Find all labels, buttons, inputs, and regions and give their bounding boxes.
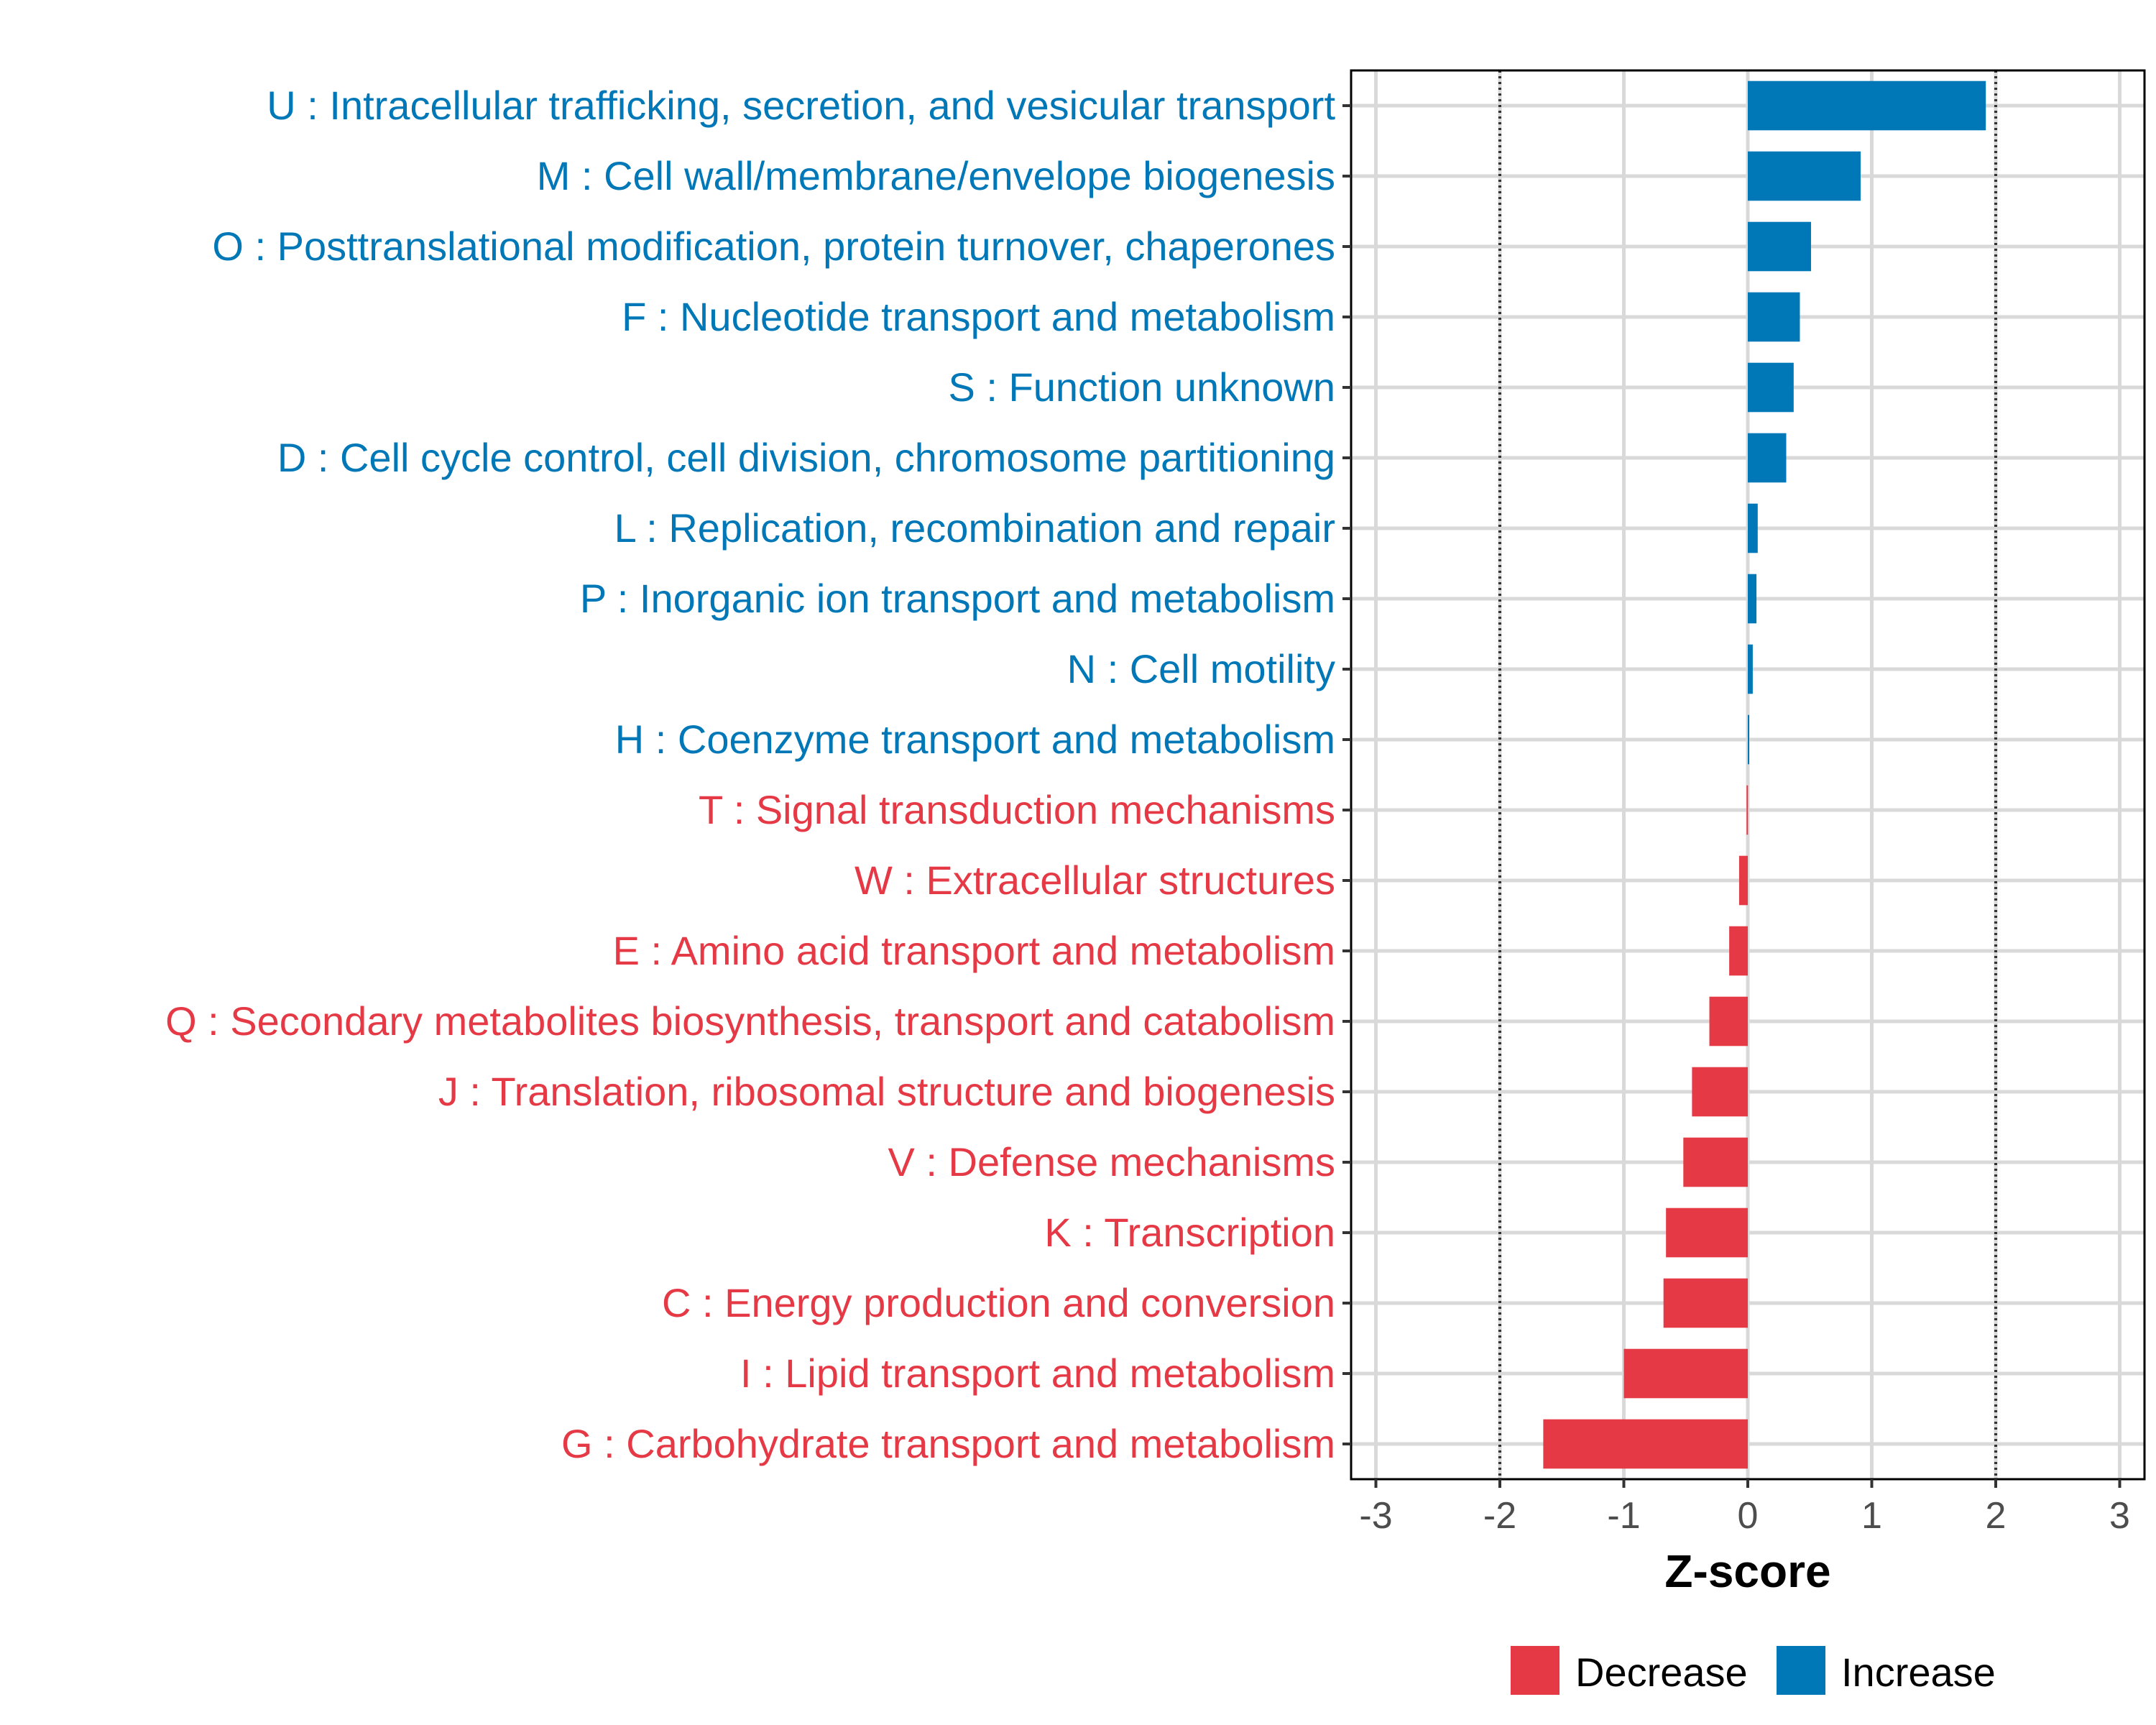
legend-swatch-decrease [1511, 1646, 1560, 1695]
y-tick-label: Q : Secondary metabolites biosynthesis, … [165, 998, 1335, 1044]
bar [1543, 1419, 1748, 1469]
bar [1746, 785, 1749, 835]
bar [1666, 1208, 1748, 1258]
y-tick-label: U : Intracellular trafficking, secretion… [267, 83, 1335, 128]
x-tick-label: 1 [1861, 1495, 1882, 1537]
bar [1683, 1137, 1748, 1187]
y-tick-label: J : Translation, ribosomal structure and… [438, 1069, 1335, 1114]
y-tick-label: I : Lipid transport and metabolism [740, 1351, 1335, 1396]
bars [1543, 80, 1986, 1469]
y-tick-label: M : Cell wall/membrane/envelope biogenes… [537, 153, 1335, 198]
bar [1748, 644, 1753, 694]
y-tick-label: V : Defense mechanisms [888, 1139, 1335, 1184]
bar [1623, 1348, 1748, 1399]
bar [1748, 574, 1757, 624]
x-tick-label: 3 [2109, 1495, 2130, 1537]
gridlines [1351, 70, 2145, 1479]
legend: Decrease Increase [1511, 1646, 1996, 1695]
y-tick-label: K : Transcription [1044, 1210, 1335, 1255]
y-tick-label: H : Coenzyme transport and metabolism [615, 717, 1335, 762]
y-tick-label: G : Carbohydrate transport and metabolis… [561, 1421, 1335, 1466]
bar [1663, 1278, 1748, 1328]
bar [1709, 996, 1748, 1046]
x-tick-label: -3 [1359, 1495, 1392, 1537]
bar [1748, 433, 1787, 483]
bar [1692, 1067, 1748, 1117]
legend-label-increase: Increase [1841, 1650, 1996, 1695]
y-tick-label: N : Cell motility [1067, 646, 1335, 691]
x-tick-label: 0 [1738, 1495, 1759, 1537]
y-tick-label: F : Nucleotide transport and metabolism [622, 294, 1335, 339]
y-tick-label: S : Function unknown [948, 364, 1335, 410]
bar [1748, 714, 1749, 765]
y-tick-label: L : Replication, recombination and repai… [614, 505, 1335, 551]
reference-lines [1498, 70, 1997, 1479]
bar [1748, 80, 1986, 131]
x-tick-label: 2 [1986, 1495, 2007, 1537]
bar [1729, 926, 1748, 976]
legend-label-decrease: Decrease [1575, 1650, 1748, 1695]
y-tick-label: W : Extracellular structures [854, 857, 1335, 903]
bar [1748, 503, 1758, 553]
y-axis: U : Intracellular trafficking, secretion… [165, 83, 1351, 1466]
y-tick-label: T : Signal transduction mechanisms [699, 787, 1335, 832]
y-tick-label: C : Energy production and conversion [662, 1280, 1335, 1325]
bar [1748, 292, 1800, 342]
x-axis-title: Z-score [1664, 1545, 1830, 1597]
bar [1748, 221, 1811, 272]
y-tick-label: P : Inorganic ion transport and metaboli… [580, 576, 1335, 621]
bar [1748, 362, 1794, 413]
legend-swatch-increase [1777, 1646, 1825, 1695]
x-tick-label: -1 [1607, 1495, 1640, 1537]
x-tick-label: -2 [1483, 1495, 1516, 1537]
y-tick-label: D : Cell cycle control, cell division, c… [277, 435, 1335, 480]
bar [1748, 151, 1861, 201]
x-axis: -3 -2 -1 0 1 2 3 [1359, 1479, 2130, 1537]
bar [1738, 855, 1748, 906]
y-tick-label: E : Amino acid transport and metabolism [613, 928, 1335, 973]
y-tick-label: O : Posttranslational modification, prot… [212, 224, 1335, 269]
